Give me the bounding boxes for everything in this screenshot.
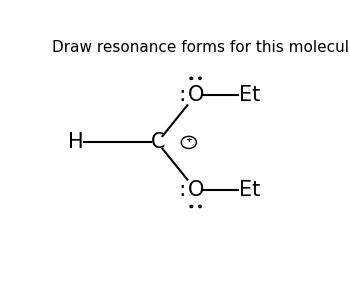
Circle shape [190, 205, 192, 208]
Text: C: C [150, 133, 165, 152]
Circle shape [199, 205, 201, 208]
Circle shape [199, 77, 201, 80]
Text: H: H [69, 133, 84, 152]
Text: Et: Et [239, 85, 260, 105]
Text: ⁺: ⁺ [186, 136, 192, 149]
Text: :: : [178, 180, 186, 200]
Text: Draw resonance forms for this molecule:: Draw resonance forms for this molecule: [52, 40, 350, 55]
Text: :: : [178, 85, 186, 105]
Text: O: O [188, 180, 204, 200]
Circle shape [190, 77, 192, 80]
Text: Et: Et [239, 180, 260, 200]
Text: O: O [188, 85, 204, 105]
